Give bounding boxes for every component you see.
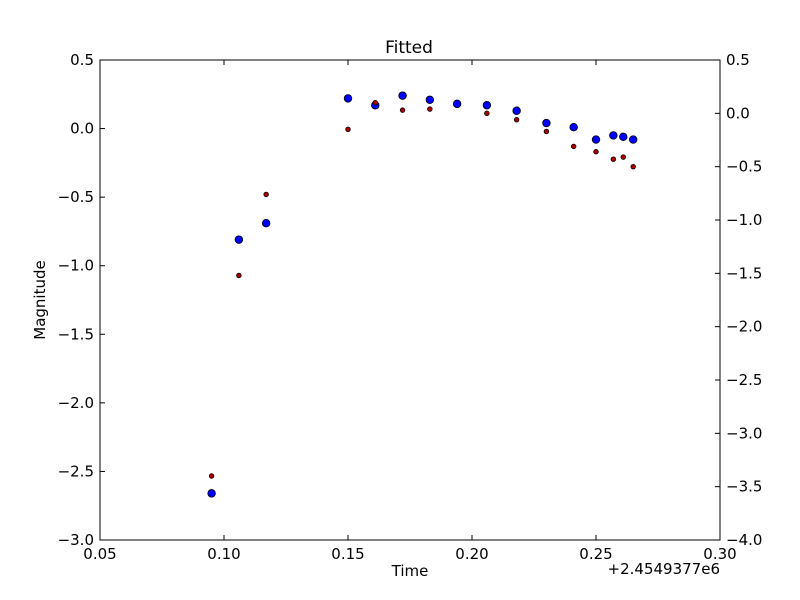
blue-data-point [452, 99, 462, 109]
blue-data-point [512, 106, 521, 115]
y-right-tick-label: −3.5 [726, 478, 762, 496]
red-data-point [427, 106, 433, 112]
chart-title: Fitted [385, 38, 433, 58]
x-axis-offset-label: +2.4549377e6 [608, 560, 720, 578]
blue-data-point [425, 95, 435, 104]
y-left-tick-label: 0.0 [70, 120, 94, 138]
x-tick-label: 0.25 [579, 545, 612, 563]
red-data-point [543, 128, 550, 135]
red-data-point [372, 99, 378, 106]
blue-data-point [629, 135, 638, 144]
tick-layer: 0.05 0.10 0.15 0.20 0.25 0.30 0.5 0.0 −0.5 −1.0 −1… [58, 51, 763, 563]
red-data-point [610, 156, 617, 162]
red-data-point [513, 117, 520, 123]
red-data-point [593, 149, 599, 155]
red-data-point [208, 473, 215, 479]
y-right-tick-label: 0.0 [726, 104, 750, 122]
x-axis-label: Time [391, 562, 429, 580]
blue-data-point [591, 135, 601, 144]
red-data-point [263, 191, 269, 198]
blue-data-point [482, 101, 492, 110]
blue-data-point [609, 131, 618, 140]
blue-data-point [619, 132, 628, 141]
y-left-tick-label: −0.5 [58, 188, 94, 206]
y-left-tick-label: −1.0 [58, 257, 94, 275]
x-tick-label: 0.30 [703, 545, 736, 563]
x-tick-label: 0.15 [331, 545, 364, 563]
x-tick-label: 0.10 [207, 545, 240, 563]
blue-data-point [234, 235, 244, 244]
y-axis-label: Magnitude [31, 260, 49, 339]
x-tick-label: 0.05 [83, 545, 116, 563]
y-left-tick-label: 0.5 [70, 51, 94, 69]
y-right-tick-label: −1.5 [726, 264, 762, 282]
y-right-tick-label: −3.0 [726, 424, 762, 442]
blue-data-point [207, 489, 216, 498]
y-right-tick-label: 0.5 [726, 51, 750, 69]
y-right-tick-label: −2.0 [726, 318, 762, 336]
x-tick-label: 0.20 [455, 545, 488, 563]
red-data-point [399, 107, 406, 113]
blue-data-point [542, 118, 551, 128]
plot-frame [99, 59, 721, 541]
y-right-tick-label: −0.5 [726, 158, 762, 176]
red-data-point [484, 110, 490, 117]
y-left-tick-label: −2.0 [58, 394, 94, 412]
y-right-tick-label: −1.0 [726, 211, 762, 229]
red-data-point [570, 143, 577, 150]
blue-data-point [261, 218, 271, 228]
red-data-point [630, 163, 636, 170]
red-data-point [345, 126, 351, 133]
red-data-point [236, 272, 242, 279]
y-left-tick-label: −2.5 [58, 462, 94, 480]
red-data-point [620, 154, 626, 160]
data-points-layer [207, 91, 638, 498]
y-right-tick-label: −2.5 [726, 371, 762, 389]
y-left-tick-label: −1.5 [58, 325, 94, 343]
y-left-tick-label: −3.0 [58, 531, 94, 549]
blue-data-point [398, 91, 407, 100]
y-right-tick-label: −4.0 [726, 531, 762, 549]
blue-data-point [569, 122, 578, 132]
blue-data-point [343, 94, 353, 103]
